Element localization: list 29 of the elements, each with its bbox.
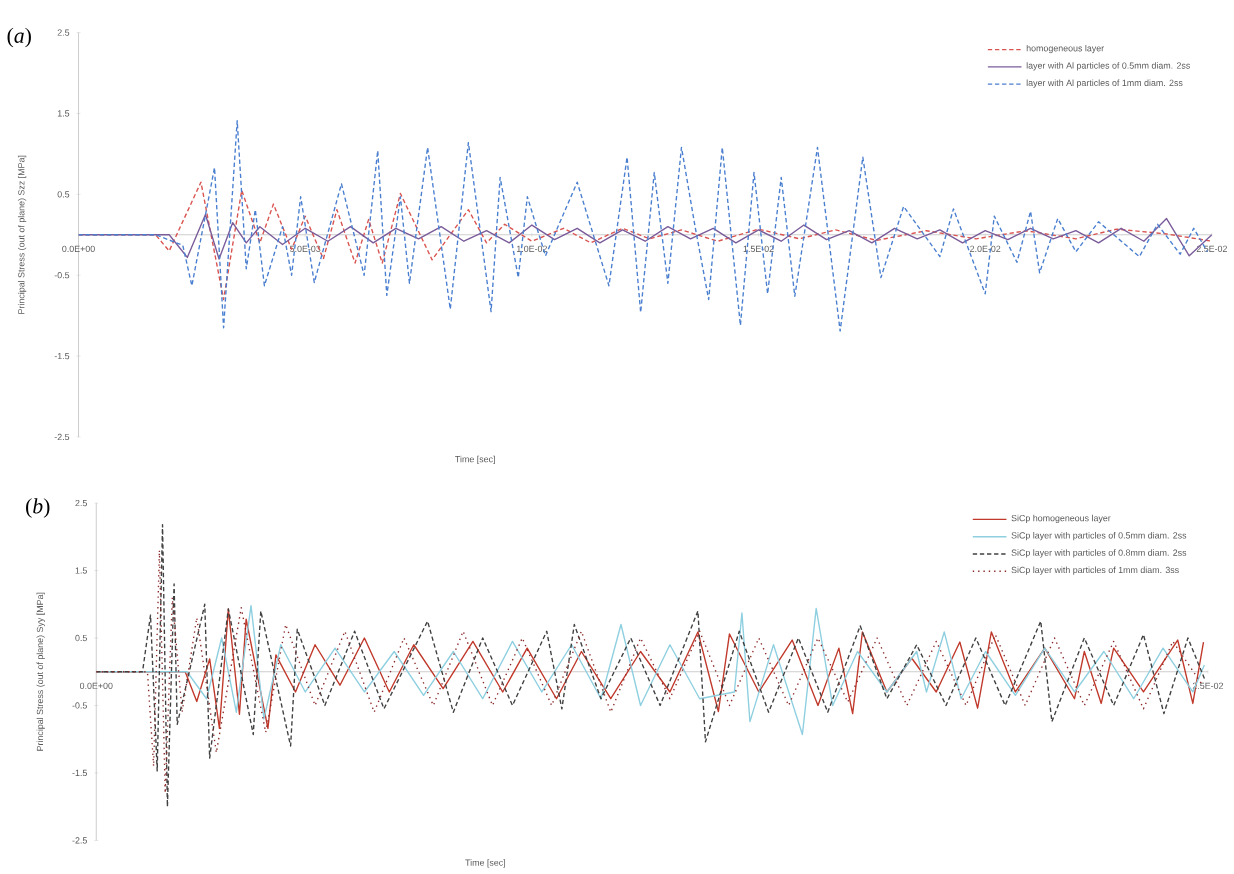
legend-label: SiCp layer with particles of 0.8mm diam. 2ss bbox=[1011, 549, 1187, 558]
x-axis-title: Time [sec] bbox=[455, 455, 495, 465]
chart-title: (b) bbox=[26, 498, 50, 518]
y-tick-label: -1.5 bbox=[72, 769, 87, 777]
y-tick-label: -2.5 bbox=[54, 433, 70, 441]
chart-title: (a) bbox=[7, 27, 31, 48]
legend-label: SiCp layer with particles of 1mm diam. 3ss bbox=[1011, 566, 1179, 575]
y-axis-title: Principal Stress (out of plane) Syy [MPa] bbox=[36, 592, 45, 751]
y-tick-label: 2.5 bbox=[75, 499, 87, 507]
y-tick-label: 0.5 bbox=[57, 191, 70, 198]
legend-label: layer with Al particles of 1mm diam. 2ss bbox=[1026, 79, 1183, 88]
legend-label: SiCp layer with particles of 0.5mm diam. 2ss bbox=[1011, 531, 1187, 541]
y-tick-label: -2.5 bbox=[72, 837, 87, 844]
y-tick-label: -0.5 bbox=[54, 272, 70, 279]
x-axis-title: Time [sec] bbox=[465, 859, 506, 868]
legend-label: SiCp homogeneous layer bbox=[1011, 514, 1111, 523]
y-tick-label: 2.5 bbox=[57, 29, 70, 36]
x-tick-label: 0.0E+00 bbox=[62, 245, 95, 252]
y-tick-label: -0.5 bbox=[72, 702, 87, 709]
y-tick-label: 0.5 bbox=[75, 634, 87, 642]
y-axis-title: Principal Stress (out of plane) Szz [MPa] bbox=[17, 155, 27, 314]
y-tick-label: -1.5 bbox=[54, 352, 70, 360]
x-tick-label: 1.0E-02 bbox=[517, 245, 547, 252]
y-tick-label: 1.5 bbox=[75, 567, 87, 574]
y-tick-label: 1.5 bbox=[57, 110, 70, 117]
x-tick-label: 2.0E-02 bbox=[970, 245, 1001, 252]
legend-label: homogeneous layer bbox=[1026, 44, 1104, 54]
legend-label: layer with Al particles of 0.5mm diam. 2ss bbox=[1026, 62, 1190, 71]
x-tick-label: 0.0E+00 bbox=[79, 682, 113, 689]
